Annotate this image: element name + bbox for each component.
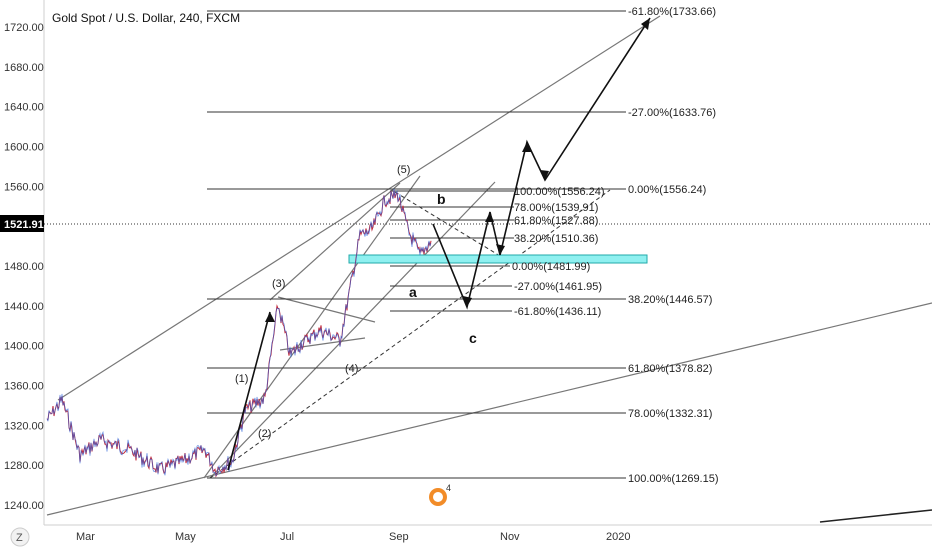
fib-labels: -61.80%(1733.66) -27.00%(1633.76) 0.00%(15… bbox=[512, 6, 719, 485]
fib-level-label: -27.00%(1633.76) bbox=[628, 107, 716, 119]
price-tick-label: 1640.00 bbox=[4, 102, 44, 114]
zoom-button-label: Z bbox=[16, 532, 23, 544]
price-axis[interactable]: 1720.00 1680.00 1640.00 1600.00 1560.00 1480.… bbox=[4, 22, 44, 512]
price-tick-label: 1360.00 bbox=[4, 381, 44, 393]
support-zone[interactable] bbox=[348, 254, 648, 264]
wave-label: (5) bbox=[397, 164, 410, 176]
price-tick-label: 1480.00 bbox=[4, 261, 44, 273]
dashed-line-2 bbox=[394, 191, 511, 263]
price-tick-label: 1600.00 bbox=[4, 142, 44, 154]
wave-label: (3) bbox=[272, 278, 285, 290]
wave-label: (1) bbox=[235, 373, 248, 385]
fib-level-label: 78.00%(1539.91) bbox=[514, 202, 598, 214]
fib-level-label: 0.00%(1481.99) bbox=[512, 261, 590, 273]
wave-labels: (1) (2) (3) (4) (5) a b c bbox=[235, 164, 477, 440]
time-tick-label: Sep bbox=[389, 531, 409, 543]
time-tick-label: Mar bbox=[76, 531, 95, 543]
fib-level-label: 0.00%(1556.24) bbox=[628, 184, 706, 196]
wave-label: a bbox=[409, 284, 417, 300]
fib-level-label: 100.00%(1269.15) bbox=[628, 473, 719, 485]
price-tick-label: 1400.00 bbox=[4, 341, 44, 353]
fib-level-label: 38.20%(1446.57) bbox=[628, 294, 712, 306]
arrowheads bbox=[265, 18, 650, 322]
fib-level-label: 100.00%(1556.24) bbox=[514, 186, 605, 198]
svg-text:4: 4 bbox=[446, 483, 451, 493]
trendlines[interactable] bbox=[46, 15, 932, 523]
fib-level-label: -61.80%(1733.66) bbox=[628, 6, 716, 18]
fib-level-label: 38.20%(1510.36) bbox=[514, 233, 598, 245]
price-tick-label: 1560.00 bbox=[4, 181, 44, 193]
price-tick-label: 1240.00 bbox=[4, 500, 44, 512]
fib-level-label: -27.00%(1461.95) bbox=[514, 281, 602, 293]
fib-level-label: -61.80%(1436.11) bbox=[514, 306, 601, 318]
wave-label: b bbox=[437, 191, 446, 207]
time-tick-label: Nov bbox=[500, 531, 520, 543]
dashed-trendline bbox=[209, 189, 611, 479]
fib-level-label: 61.80%(1527.88) bbox=[514, 215, 598, 227]
price-tick-label: 1680.00 bbox=[4, 62, 44, 74]
price-tick-label: 1280.00 bbox=[4, 460, 44, 472]
wave-label: (4) bbox=[345, 363, 358, 375]
wave-label: c bbox=[469, 330, 477, 346]
zoom-button[interactable] bbox=[10, 527, 30, 547]
current-price-tag bbox=[0, 215, 44, 232]
current-price-value: 1521.91 bbox=[4, 219, 44, 231]
time-tick-label: 2020 bbox=[606, 531, 630, 543]
price-tick-label: 1440.00 bbox=[4, 301, 44, 313]
fib-level-label: 61.80%(1378.82) bbox=[628, 363, 712, 375]
price-tick-label: 1320.00 bbox=[4, 420, 44, 432]
price-tick-label: 1720.00 bbox=[4, 22, 44, 34]
time-tick-label: Jul bbox=[280, 531, 294, 543]
fib-level-label: 78.00%(1332.31) bbox=[628, 408, 712, 420]
publisher-logo: 4 bbox=[429, 483, 451, 506]
wave-label: (2) bbox=[258, 428, 271, 440]
time-tick-label: May bbox=[175, 531, 196, 543]
time-axis[interactable]: Mar May Jul Sep Nov 2020 bbox=[76, 531, 630, 543]
chart-title: Gold Spot / U.S. Dollar, 240, FXCM bbox=[52, 11, 240, 25]
